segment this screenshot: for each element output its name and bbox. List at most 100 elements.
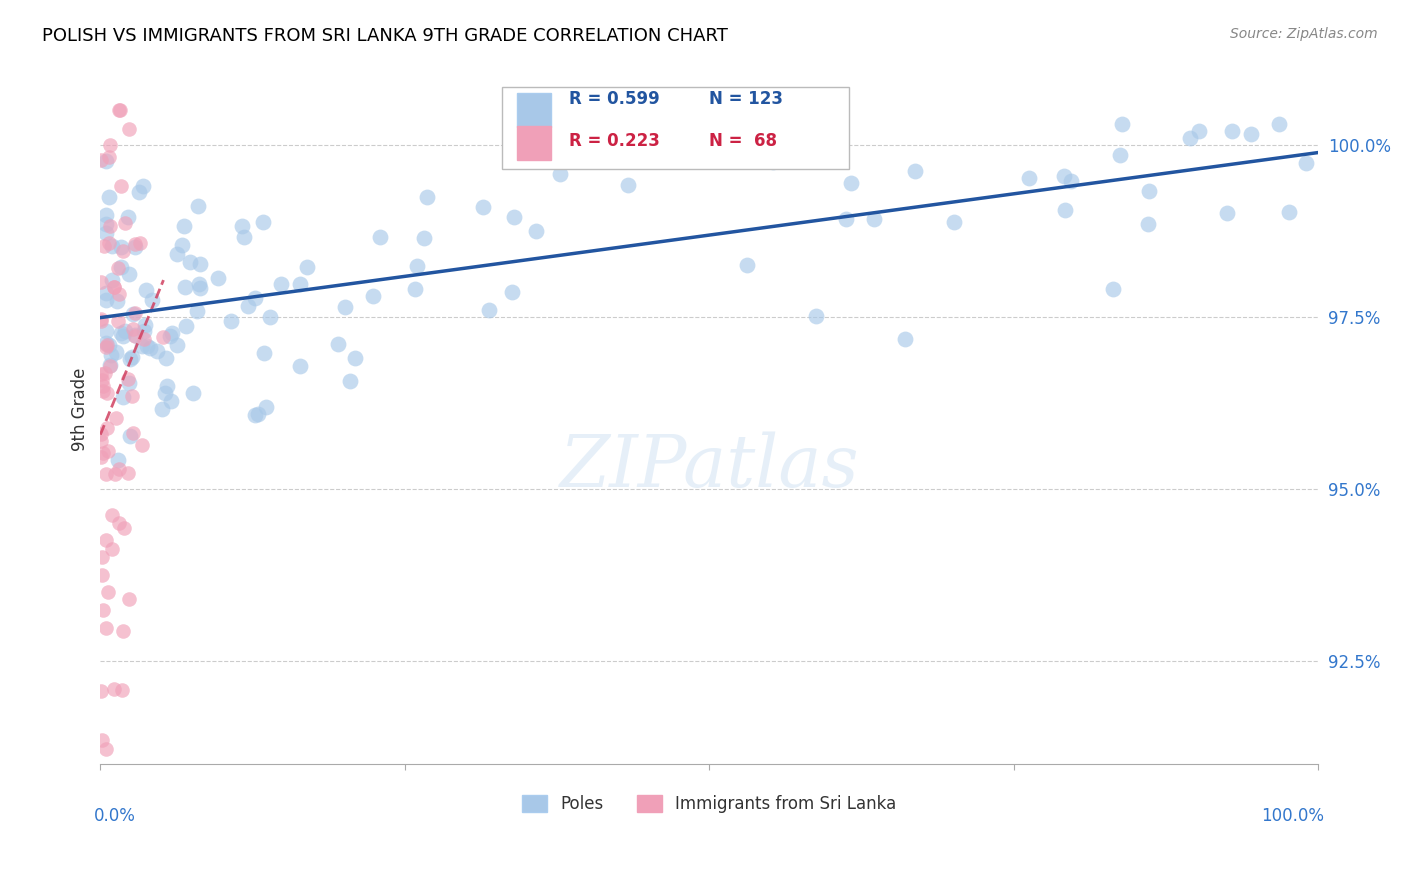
Point — [1060, 174, 1083, 188]
Point — [617, 178, 640, 192]
Point — [120, 352, 142, 367]
Point — [152, 330, 174, 344]
Point — [107, 261, 129, 276]
Text: Source: ZipAtlas.com: Source: ZipAtlas.com — [1230, 27, 1378, 41]
Point — [97, 444, 120, 458]
Point — [94, 622, 117, 636]
Point — [96, 336, 118, 351]
Point — [118, 122, 141, 136]
Point — [90, 275, 112, 289]
Point — [105, 411, 128, 425]
Bar — [517, 93, 551, 128]
Bar — [517, 127, 551, 161]
Point — [117, 591, 139, 606]
Point — [96, 217, 118, 231]
Point — [270, 277, 292, 292]
Point — [134, 318, 156, 332]
Point — [90, 434, 112, 448]
Point — [129, 235, 152, 250]
Point — [96, 338, 118, 352]
Point — [159, 328, 181, 343]
Point — [122, 307, 145, 321]
Point — [207, 271, 229, 285]
Point — [153, 386, 176, 401]
Point — [110, 260, 132, 275]
Point — [107, 453, 129, 467]
Point — [363, 289, 385, 303]
Point — [904, 164, 927, 178]
Point — [112, 624, 135, 639]
Point — [288, 277, 311, 291]
Point — [181, 386, 204, 401]
Point — [114, 216, 136, 230]
Point — [91, 378, 114, 392]
Point — [295, 260, 318, 274]
FancyBboxPatch shape — [502, 87, 849, 169]
Point — [131, 339, 153, 353]
Point — [1216, 205, 1239, 219]
Text: N =  68: N = 68 — [709, 132, 778, 150]
Point — [1053, 202, 1076, 217]
Point — [101, 273, 124, 287]
Point — [103, 280, 125, 294]
Text: R = 0.599: R = 0.599 — [569, 90, 659, 109]
Point — [97, 150, 120, 164]
Point — [101, 508, 124, 522]
Point — [94, 741, 117, 756]
Point — [160, 326, 183, 340]
Point — [236, 299, 259, 313]
Point — [1295, 156, 1317, 170]
Text: ZIPatlas: ZIPatlas — [560, 431, 859, 501]
Point — [98, 235, 121, 250]
Point — [370, 229, 392, 244]
Point — [738, 117, 761, 131]
Point — [91, 373, 114, 387]
Point — [247, 407, 270, 421]
Point — [90, 311, 112, 326]
Point — [146, 343, 169, 358]
Point — [108, 516, 131, 531]
Point — [121, 350, 143, 364]
Point — [132, 332, 155, 346]
Point — [90, 368, 112, 382]
Point — [942, 215, 965, 229]
Point — [478, 303, 501, 318]
Point — [108, 103, 131, 118]
Point — [90, 314, 112, 328]
Point — [91, 567, 114, 582]
Point — [110, 326, 132, 340]
Point — [90, 426, 112, 441]
Text: 0.0%: 0.0% — [94, 807, 136, 825]
Point — [112, 244, 135, 258]
Point — [405, 260, 427, 274]
Point — [98, 219, 121, 233]
Point — [132, 324, 155, 338]
Point — [156, 378, 179, 392]
Point — [160, 394, 183, 409]
Point — [108, 462, 131, 476]
Point — [186, 304, 208, 318]
Point — [96, 467, 118, 481]
Point — [90, 684, 112, 698]
Point — [1102, 281, 1125, 295]
Point — [179, 254, 201, 268]
Point — [219, 313, 242, 327]
Point — [416, 190, 439, 204]
Point — [288, 359, 311, 373]
Text: 100.0%: 100.0% — [1261, 807, 1324, 825]
Point — [252, 215, 274, 229]
Point — [835, 212, 858, 227]
Point — [735, 258, 758, 272]
Point — [97, 585, 120, 599]
Point — [111, 390, 134, 404]
Point — [801, 117, 824, 131]
Point — [110, 240, 132, 254]
Point — [124, 306, 146, 320]
Text: R = 0.223: R = 0.223 — [569, 132, 661, 150]
Point — [98, 359, 121, 373]
Point — [107, 286, 129, 301]
Point — [188, 280, 211, 294]
Point — [333, 300, 356, 314]
Point — [259, 310, 281, 325]
Point — [232, 230, 254, 244]
